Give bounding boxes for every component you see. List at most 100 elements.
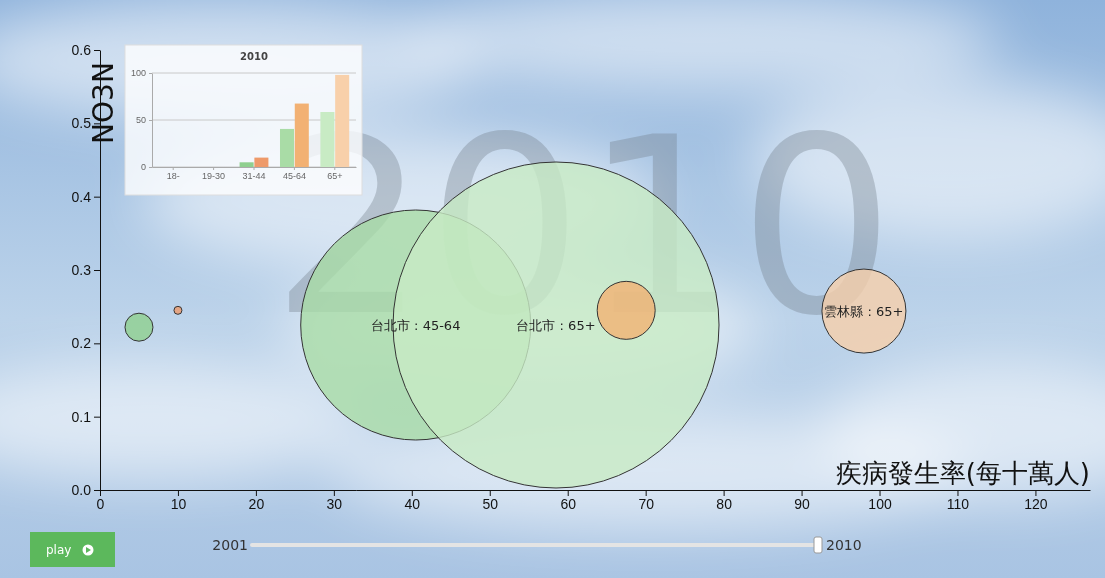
tick-label: 0.4 bbox=[72, 189, 92, 205]
tick: 0.6 bbox=[72, 42, 100, 58]
bubble-label: 台北市 : 65+ bbox=[516, 318, 595, 333]
tick-mark bbox=[94, 343, 100, 344]
grid-line bbox=[152, 73, 356, 74]
tick: 0 bbox=[141, 162, 152, 172]
bar bbox=[214, 167, 228, 168]
tick: 60 bbox=[560, 490, 576, 512]
tick: 19-30 bbox=[202, 167, 225, 181]
tick-mark bbox=[94, 270, 100, 271]
tick-label: 50 bbox=[136, 115, 146, 125]
bubble-label: 台北市 : 45-64 bbox=[371, 318, 460, 333]
tick-label: 80 bbox=[716, 496, 732, 512]
bar bbox=[240, 162, 254, 167]
tick-label: 10 bbox=[171, 496, 187, 512]
tick-mark bbox=[294, 167, 295, 170]
axis-line bbox=[101, 490, 1091, 491]
tick: 70 bbox=[638, 490, 654, 512]
play-icon-arrow bbox=[86, 547, 91, 553]
bar bbox=[199, 167, 213, 168]
tick: 120 bbox=[1024, 490, 1048, 512]
tick: 0 bbox=[97, 490, 105, 512]
tick-mark bbox=[94, 50, 100, 51]
tick: 0.0 bbox=[72, 482, 100, 498]
inset-x-axis: 18- 19-30 31-44 45-64 65+ bbox=[153, 167, 357, 181]
slider-min-label: 2001 bbox=[212, 537, 248, 553]
tick: 0.4 bbox=[72, 189, 100, 205]
tick: 110 bbox=[947, 490, 970, 512]
tick: 90 bbox=[794, 490, 810, 512]
tick-label: 19-30 bbox=[202, 171, 225, 181]
tick-label: 0 bbox=[97, 496, 105, 512]
play-label[interactable]: play bbox=[46, 543, 71, 557]
x-axis: 0 10 20 30 40 50 60 70 80 90 100 110 120 bbox=[97, 490, 1091, 512]
play-button-box[interactable] bbox=[30, 532, 115, 567]
tick: 18- bbox=[167, 167, 180, 181]
tick-mark bbox=[149, 73, 152, 74]
slider-max-label: 2010 bbox=[826, 537, 862, 553]
tick: 65+ bbox=[327, 167, 342, 181]
tick-label: 40 bbox=[405, 496, 421, 512]
tick-label: 50 bbox=[482, 496, 498, 512]
tick: 50 bbox=[136, 115, 152, 125]
slider-track bbox=[252, 543, 818, 547]
tick: 80 bbox=[716, 490, 732, 512]
tick-label: 65+ bbox=[327, 171, 342, 181]
bubble bbox=[822, 269, 906, 353]
bar bbox=[174, 167, 188, 168]
tick-label: 70 bbox=[638, 496, 654, 512]
slider-handle[interactable] bbox=[814, 537, 822, 553]
tick-label: 0.0 bbox=[72, 482, 92, 498]
tick-label: 0 bbox=[141, 162, 146, 172]
tick-label: 60 bbox=[560, 496, 576, 512]
bar bbox=[280, 129, 294, 167]
bar bbox=[320, 112, 334, 167]
tick-label: 100 bbox=[131, 68, 146, 78]
tick-mark bbox=[94, 197, 100, 198]
tick-label: 90 bbox=[794, 496, 810, 512]
bar bbox=[254, 158, 268, 167]
cloud bbox=[400, 0, 1000, 90]
tick-label: 0.1 bbox=[72, 409, 92, 425]
tick: 10 bbox=[171, 490, 187, 512]
play-button[interactable]: play bbox=[30, 532, 115, 567]
bubble bbox=[174, 306, 182, 314]
x-axis-title: 疾病發生率(每十萬人) bbox=[836, 458, 1090, 488]
tick: 0.2 bbox=[72, 335, 100, 351]
tick-mark bbox=[149, 120, 152, 121]
tick-label: 31-44 bbox=[242, 171, 265, 181]
tick-label: 18- bbox=[167, 171, 180, 181]
y-axis-title: NO3N bbox=[87, 62, 120, 144]
tick: 0.1 bbox=[72, 409, 100, 425]
axis-line bbox=[152, 74, 153, 168]
tick-label: 45-64 bbox=[283, 171, 306, 181]
tick: 40 bbox=[405, 490, 421, 512]
tick-label: 0.6 bbox=[72, 42, 92, 58]
tick-label: 0.2 bbox=[72, 335, 92, 351]
tick-mark bbox=[334, 167, 335, 170]
bubbles bbox=[125, 162, 906, 488]
tick: 100 bbox=[868, 490, 892, 512]
bar bbox=[335, 75, 349, 167]
tick-mark bbox=[173, 167, 174, 170]
tick-mark bbox=[149, 167, 152, 168]
bubble bbox=[597, 281, 655, 339]
bubble bbox=[125, 313, 153, 341]
tick-label: 0.3 bbox=[72, 262, 92, 278]
inset-chart: 2010 18- 19-30 31-44 45-64 65+ 0 50 100 bbox=[125, 45, 362, 195]
bar bbox=[159, 167, 173, 168]
tick: 30 bbox=[327, 490, 343, 512]
tick-label: 20 bbox=[249, 496, 265, 512]
year-slider: 2001 2010 bbox=[212, 537, 861, 553]
inset-title: 2010 bbox=[240, 51, 268, 62]
tick-mark bbox=[94, 490, 100, 491]
tick: 50 bbox=[482, 490, 498, 512]
bubble-labels: 台北市 : 45-64 台北市 : 65+ 雲林縣 : 65+ bbox=[371, 304, 903, 333]
tick-mark bbox=[94, 417, 100, 418]
inset-grid bbox=[152, 73, 356, 167]
tick-mark bbox=[254, 167, 255, 170]
tick-mark bbox=[213, 167, 214, 170]
bubble-label: 雲林縣 : 65+ bbox=[824, 304, 903, 319]
tick: 0.3 bbox=[72, 262, 100, 278]
tick: 45-64 bbox=[283, 167, 306, 181]
play-icon bbox=[83, 545, 94, 556]
